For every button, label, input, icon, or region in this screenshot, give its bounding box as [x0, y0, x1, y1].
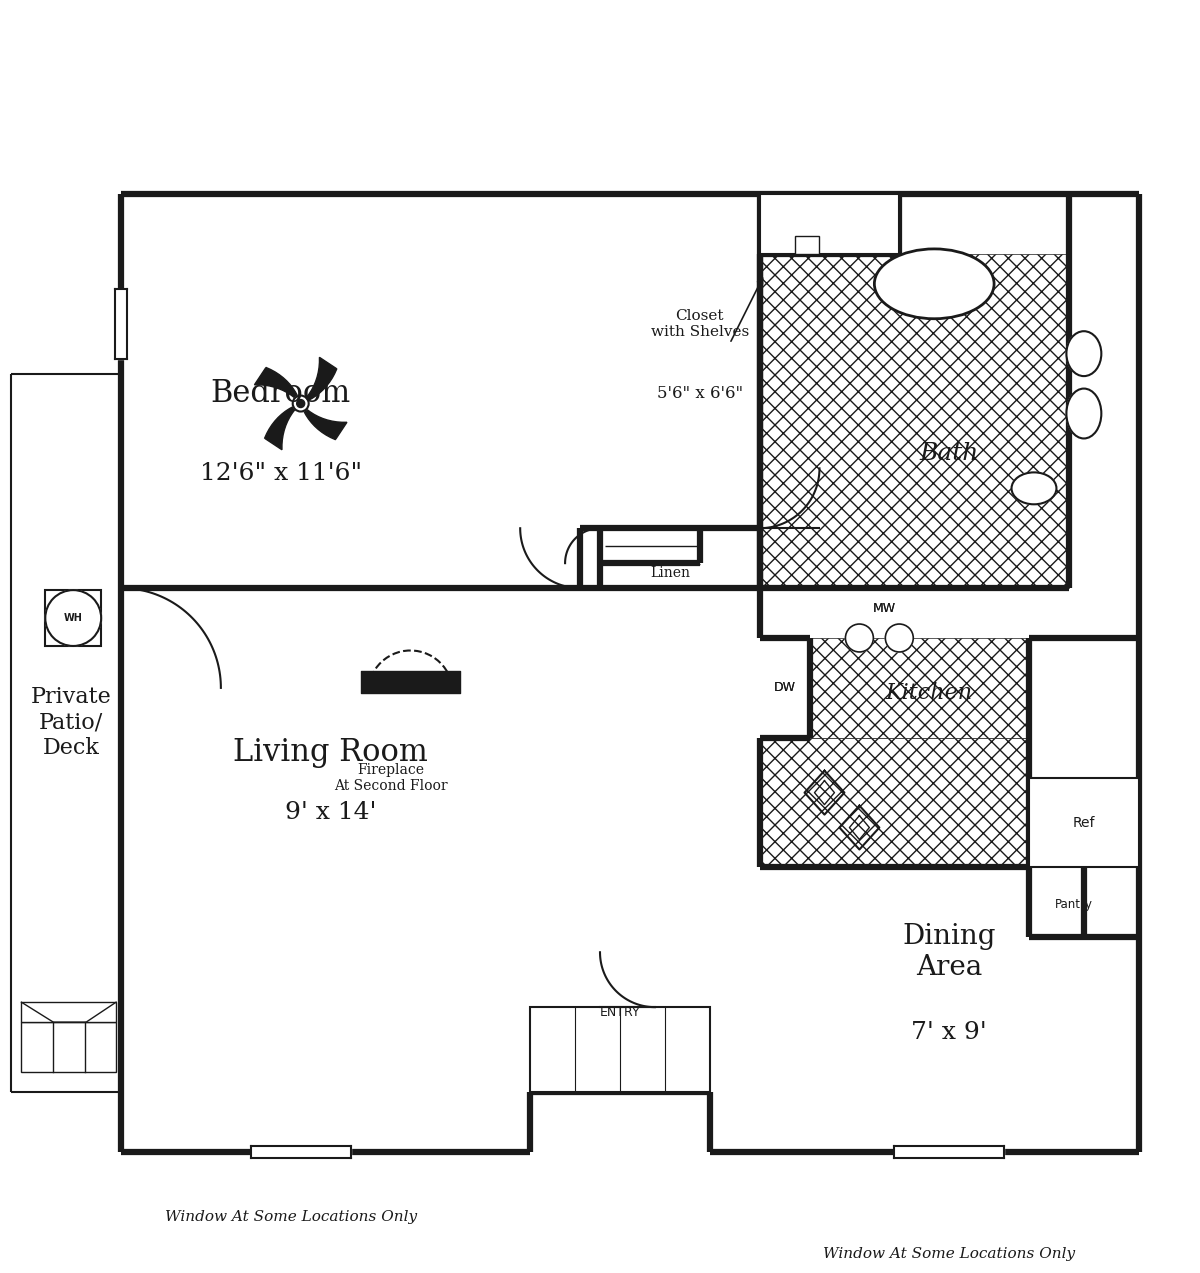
Circle shape: [296, 400, 305, 407]
Text: DW: DW: [774, 681, 796, 694]
Text: 7' x 9': 7' x 9': [911, 1021, 988, 1044]
Text: Linen: Linen: [650, 566, 690, 580]
Text: Window At Some Locations Only: Window At Some Locations Only: [164, 1209, 416, 1223]
Polygon shape: [265, 406, 295, 449]
Text: WH: WH: [64, 614, 83, 622]
Circle shape: [293, 396, 308, 411]
Circle shape: [295, 397, 307, 410]
Text: Window At Some Locations Only: Window At Some Locations Only: [823, 1246, 1075, 1260]
Bar: [810, 638, 1030, 738]
Circle shape: [846, 624, 874, 652]
Text: Dining
Area: Dining Area: [902, 923, 996, 981]
Ellipse shape: [1067, 388, 1102, 438]
Text: MW: MW: [872, 602, 896, 615]
Bar: [530, 1007, 709, 1092]
Text: 12'6" x 11'6": 12'6" x 11'6": [199, 462, 362, 485]
Bar: [760, 738, 1030, 867]
Text: Fireplace
At Second Floor: Fireplace At Second Floor: [334, 763, 448, 793]
Polygon shape: [304, 409, 347, 439]
Text: 5'6" x 6'6": 5'6" x 6'6": [656, 384, 743, 402]
Text: DW: DW: [774, 681, 796, 694]
Bar: [22, 1022, 116, 1072]
Polygon shape: [254, 368, 298, 398]
Bar: [46, 591, 101, 645]
Text: Bedroom: Bedroom: [211, 378, 350, 409]
Text: MW: MW: [872, 602, 896, 615]
Text: 9' x 14': 9' x 14': [284, 801, 377, 824]
Circle shape: [886, 624, 913, 652]
Bar: [760, 253, 1069, 588]
Text: Pantry: Pantry: [1055, 897, 1093, 911]
Text: ENTRY: ENTRY: [600, 1006, 641, 1018]
Ellipse shape: [1067, 331, 1102, 376]
Polygon shape: [306, 358, 337, 401]
Text: Closet
with Shelves: Closet with Shelves: [650, 308, 749, 339]
Circle shape: [46, 591, 101, 645]
Text: Private
Patio/
Deck: Private Patio/ Deck: [31, 686, 112, 759]
Ellipse shape: [1012, 472, 1056, 504]
Bar: [794, 236, 820, 253]
Text: Ref: Ref: [1073, 816, 1096, 830]
Ellipse shape: [875, 250, 994, 318]
Bar: [1030, 778, 1139, 867]
Bar: [760, 193, 899, 253]
Text: Bath: Bath: [919, 442, 979, 465]
Text: Living Room: Living Room: [233, 737, 428, 768]
Bar: [22, 1002, 116, 1022]
Text: Kitchen: Kitchen: [886, 682, 973, 704]
Circle shape: [295, 397, 307, 410]
